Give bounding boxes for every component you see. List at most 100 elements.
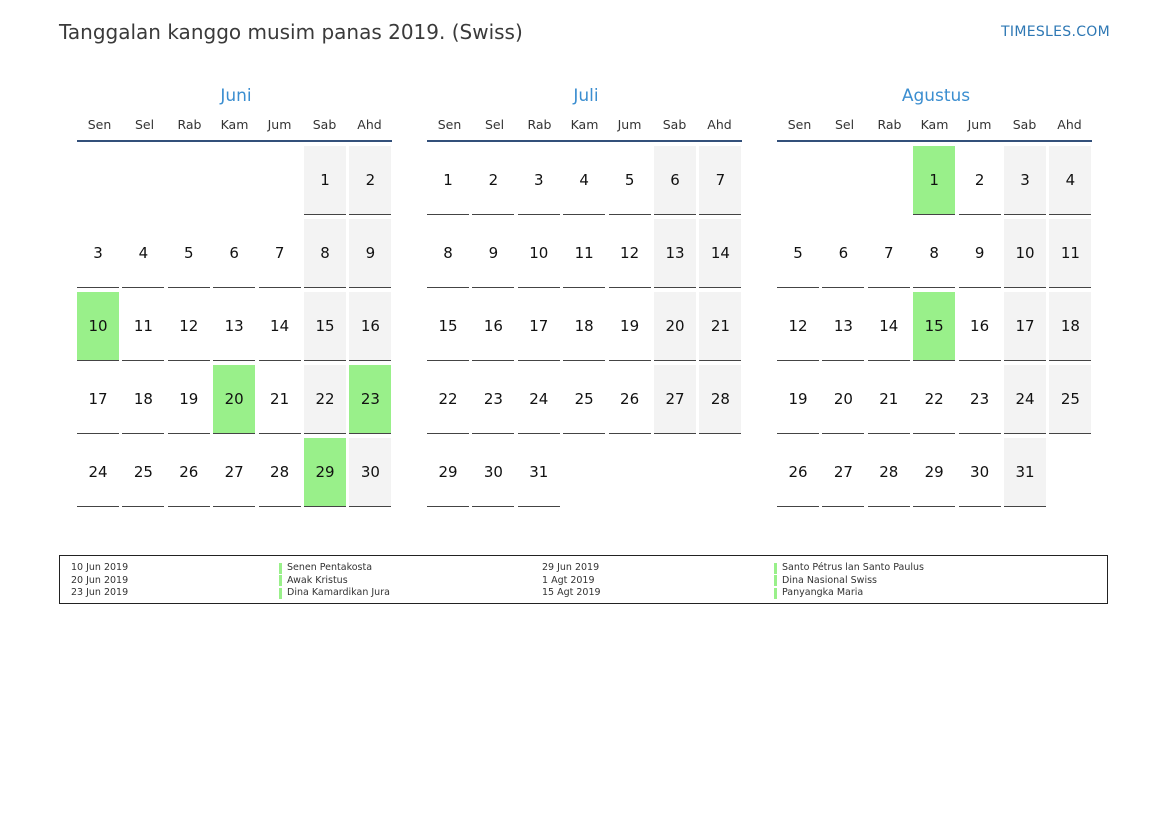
day-cell[interactable]: 2	[472, 146, 515, 215]
day-cell[interactable]: 1	[427, 146, 469, 215]
day-cell[interactable]: 21	[258, 365, 301, 434]
day-cell[interactable]: 12	[608, 219, 651, 288]
day-cell[interactable]: 24	[77, 438, 119, 507]
day-cell[interactable]: 3	[517, 146, 560, 215]
day-cell[interactable]: 7	[699, 146, 742, 215]
day-cell[interactable]: 10	[517, 219, 560, 288]
day-cell[interactable]: 13	[822, 292, 865, 361]
day-cell[interactable]: 8	[304, 219, 346, 288]
day-cell[interactable]: 30	[472, 438, 515, 507]
day-cell[interactable]: 22	[913, 365, 956, 434]
legend-holiday-name: Dina Kamardikan Jura	[287, 587, 390, 598]
day-cell[interactable]: 29	[913, 438, 956, 507]
day-cell[interactable]: 22	[304, 365, 346, 434]
holiday-day-cell[interactable]: 15	[913, 292, 956, 361]
weekday-label: Sen	[787, 117, 812, 132]
day-cell[interactable]: 23	[958, 365, 1001, 434]
day-cell[interactable]: 14	[867, 292, 910, 361]
day-cell[interactable]: 5	[167, 219, 210, 288]
day-cell[interactable]: 28	[699, 365, 742, 434]
day-cell[interactable]: 1	[304, 146, 346, 215]
day-cell[interactable]: 17	[517, 292, 560, 361]
day-cell[interactable]: 19	[608, 292, 651, 361]
day-cell[interactable]: 14	[699, 219, 742, 288]
day-cell[interactable]: 13	[654, 219, 696, 288]
day-cell[interactable]: 31	[1004, 438, 1046, 507]
day-cell[interactable]: 7	[258, 219, 301, 288]
month-title: Juni	[220, 86, 252, 106]
day-cell[interactable]: 11	[122, 292, 165, 361]
legend-color-marker	[774, 587, 777, 599]
day-cell[interactable]: 13	[213, 292, 256, 361]
day-cell[interactable]: 18	[1049, 292, 1092, 361]
day-cell[interactable]: 2	[958, 146, 1001, 215]
day-cell[interactable]: 6	[822, 219, 865, 288]
day-cell[interactable]: 11	[563, 219, 606, 288]
day-cell[interactable]: 30	[958, 438, 1001, 507]
day-cell[interactable]: 16	[958, 292, 1001, 361]
day-cell[interactable]: 12	[777, 292, 819, 361]
day-cell[interactable]: 28	[258, 438, 301, 507]
day-cell[interactable]: 22	[427, 365, 469, 434]
holiday-day-cell[interactable]: 23	[349, 365, 392, 434]
holiday-day-cell[interactable]: 10	[77, 292, 119, 361]
day-cell[interactable]: 25	[1049, 365, 1092, 434]
day-cell[interactable]: 15	[427, 292, 469, 361]
weekday-label: Rab	[177, 117, 202, 132]
legend-holiday-name: Panyangka Maria	[782, 587, 864, 598]
day-cell[interactable]: 8	[427, 219, 469, 288]
day-cell[interactable]: 9	[958, 219, 1001, 288]
day-cell[interactable]: 21	[699, 292, 742, 361]
day-cell[interactable]: 17	[1004, 292, 1046, 361]
day-cell[interactable]: 30	[349, 438, 392, 507]
day-cell[interactable]: 19	[167, 365, 210, 434]
holiday-day-cell[interactable]: 1	[913, 146, 956, 215]
day-cell[interactable]: 24	[517, 365, 560, 434]
day-cell[interactable]: 18	[563, 292, 606, 361]
day-cell[interactable]: 4	[1049, 146, 1092, 215]
day-cell[interactable]: 17	[77, 365, 119, 434]
day-cell[interactable]: 27	[654, 365, 696, 434]
day-cell[interactable]: 27	[822, 438, 865, 507]
day-cell[interactable]: 6	[213, 219, 256, 288]
day-cell[interactable]: 31	[517, 438, 560, 507]
day-cell[interactable]: 7	[867, 219, 910, 288]
day-cell[interactable]: 20	[654, 292, 696, 361]
day-cell[interactable]: 9	[349, 219, 392, 288]
day-cell[interactable]: 3	[77, 219, 119, 288]
day-cell[interactable]: 2	[349, 146, 392, 215]
day-cell[interactable]: 24	[1004, 365, 1046, 434]
day-cell[interactable]: 25	[122, 438, 165, 507]
day-cell[interactable]: 26	[608, 365, 651, 434]
day-cell[interactable]: 16	[472, 292, 515, 361]
day-cell[interactable]: 10	[1004, 219, 1046, 288]
day-cell[interactable]: 25	[563, 365, 606, 434]
day-cell[interactable]: 8	[913, 219, 956, 288]
day-cell[interactable]: 21	[867, 365, 910, 434]
holiday-day-cell[interactable]: 20	[213, 365, 256, 434]
day-cell[interactable]: 19	[777, 365, 819, 434]
day-cell[interactable]: 3	[1004, 146, 1046, 215]
day-cell[interactable]: 4	[563, 146, 606, 215]
day-cell[interactable]: 23	[472, 365, 515, 434]
day-cell[interactable]: 12	[167, 292, 210, 361]
day-cell[interactable]: 27	[213, 438, 256, 507]
day-cell[interactable]: 9	[472, 219, 515, 288]
day-cell[interactable]: 15	[304, 292, 346, 361]
day-cell[interactable]: 26	[167, 438, 210, 507]
holiday-day-cell[interactable]: 29	[304, 438, 346, 507]
day-cell[interactable]: 5	[608, 146, 651, 215]
day-cell[interactable]: 16	[349, 292, 392, 361]
day-cell[interactable]: 14	[258, 292, 301, 361]
day-cell[interactable]: 29	[427, 438, 469, 507]
brand-link[interactable]: TIMESLES.COM	[1001, 24, 1110, 40]
day-cell[interactable]: 28	[867, 438, 910, 507]
day-grid: 1 2 3 4 5 6 7 8 9 10 11 12 13 14 15 16 17 18 19 20 21 22 23 24 2…	[777, 146, 1092, 511]
day-cell[interactable]: 5	[777, 219, 819, 288]
day-cell[interactable]: 6	[654, 146, 696, 215]
day-cell[interactable]: 11	[1049, 219, 1092, 288]
day-cell[interactable]: 4	[122, 219, 165, 288]
day-cell[interactable]: 20	[822, 365, 865, 434]
day-cell[interactable]: 18	[122, 365, 165, 434]
day-cell[interactable]: 26	[777, 438, 819, 507]
